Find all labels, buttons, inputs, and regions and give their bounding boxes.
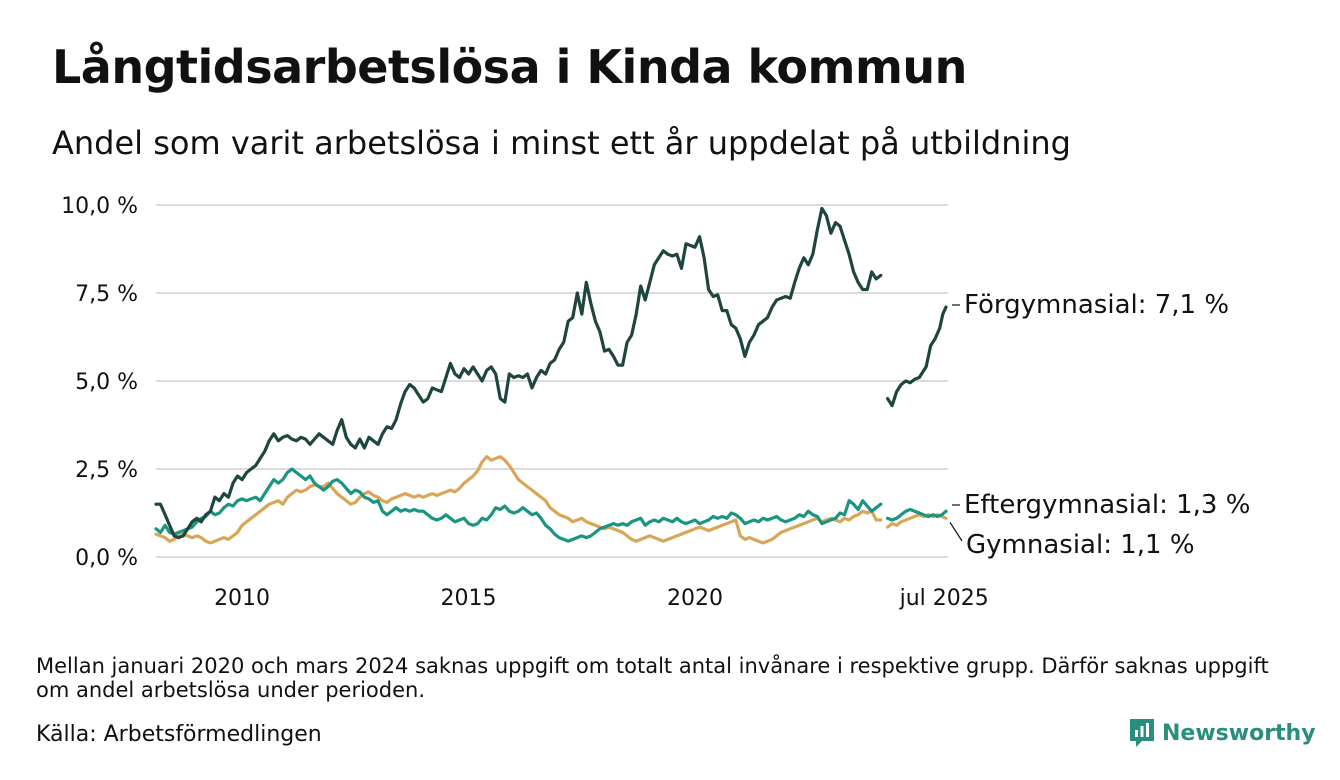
x-tick-label: 2020 (667, 586, 723, 611)
line-chart: 10,0 % 7,5 % 5,0 % 2,5 % 0,0 % 2010 2015 2020 j… (61, 194, 1250, 611)
series-line-gymnasial (154, 455, 883, 545)
brand-name: Newsworthy (1162, 720, 1316, 746)
newsworthy-logo-icon (1130, 719, 1154, 747)
series-end-label: Förgymnasial: 7,1 % (964, 290, 1229, 320)
series-line-eftergymnasial (154, 467, 883, 543)
y-tick-label: 5,0 % (75, 370, 138, 395)
x-tick-label: 2010 (214, 586, 270, 611)
series-end-label: Gymnasial: 1,1 % (966, 530, 1195, 560)
series-lines (154, 206, 948, 545)
brand-logo: Newsworthy (1128, 716, 1316, 750)
gridlines (156, 204, 948, 558)
x-axis-tick-labels: 2010 2015 2020 jul 2025 (214, 586, 989, 611)
series-end-labels: Förgymnasial: 7,1 % Eftergymnasial: 1,3 %… (949, 290, 1250, 560)
x-tick-label: 2015 (441, 586, 497, 611)
series-line-förgymnasial (154, 206, 883, 540)
y-tick-label: 10,0 % (61, 194, 138, 219)
source-credit: Källa: Arbetsförmedlingen (36, 722, 322, 747)
series-line-eftergymnasial (886, 507, 948, 522)
series-line-förgymnasial (886, 305, 948, 408)
chart-title: Långtidsarbetslösa i Kinda kommun (52, 40, 967, 94)
label-connector (949, 521, 963, 542)
y-tick-label: 7,5 % (75, 282, 138, 307)
y-tick-label: 2,5 % (75, 458, 138, 483)
footnote: Mellan januari 2020 och mars 2024 saknas… (36, 654, 1269, 702)
x-tick-label: jul 2025 (899, 586, 989, 611)
series-end-label: Eftergymnasial: 1,3 % (964, 490, 1250, 520)
y-axis-tick-labels: 10,0 % 7,5 % 5,0 % 2,5 % 0,0 % (61, 194, 138, 571)
chart-subtitle: Andel som varit arbetslösa i minst ett å… (52, 124, 1071, 162)
y-tick-label: 0,0 % (75, 546, 138, 571)
